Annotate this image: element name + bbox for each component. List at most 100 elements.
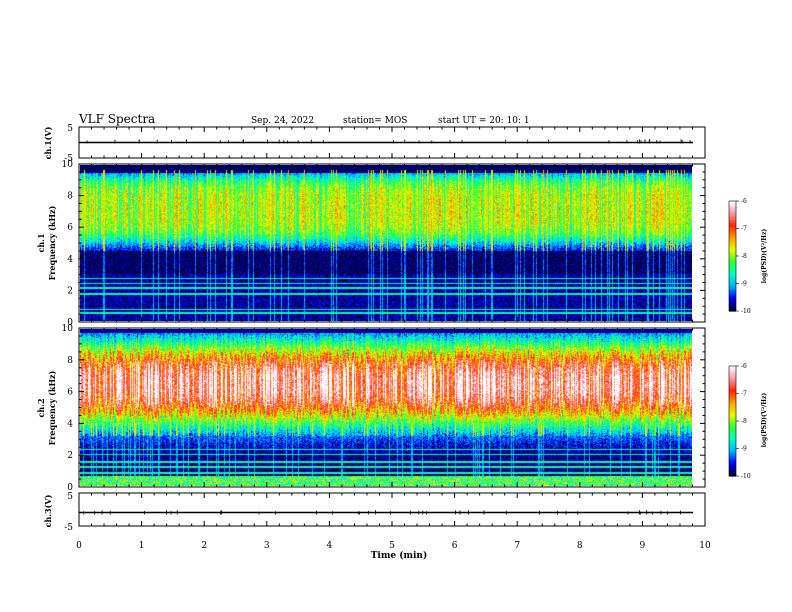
colorbar-cell xyxy=(729,243,736,246)
colorbar-cell xyxy=(729,300,736,303)
colorbar-cell xyxy=(729,411,736,415)
colorbar-cell xyxy=(729,399,736,402)
y-tick-label: 4 xyxy=(67,255,73,265)
colorbar-cell xyxy=(729,283,736,286)
y-tick-label: 10 xyxy=(62,324,74,334)
colorbar-cell xyxy=(729,219,736,222)
ch1-colorbar: -6 -7 -8 -9 -10 log(PSD)(V²/Hz) xyxy=(728,198,768,315)
colorbar-cell xyxy=(729,281,736,285)
colorbar-cell xyxy=(729,417,736,420)
ch2-spectrogram-image-wrap xyxy=(80,329,692,486)
colorbar-cell xyxy=(729,246,736,250)
colorbar-cell xyxy=(729,428,736,431)
colorbar-cell xyxy=(729,223,736,226)
ch2-colorbar-gradient xyxy=(728,365,737,477)
ch1-waveform-spikes xyxy=(86,139,691,144)
colorbar-cell xyxy=(729,461,736,464)
colorbar-cell xyxy=(729,256,736,259)
x-tick-label: 7 xyxy=(514,541,520,551)
time-axis-label: Time (min) xyxy=(371,550,428,561)
colorbar-tick-label: -10 xyxy=(741,473,751,480)
colorbar-cell xyxy=(729,366,736,369)
colorbar-cell xyxy=(729,432,736,435)
colorbar-cell xyxy=(729,235,736,239)
colorbar-cell xyxy=(729,421,736,424)
y-tick-label: 4 xyxy=(67,419,73,429)
ch2-spectrogram-image xyxy=(80,329,692,486)
colorbar-tick-label: -7 xyxy=(741,226,747,233)
ch1-waveform-panel: 5 -5 ch.1(V) xyxy=(43,124,706,164)
colorbar-cell xyxy=(729,424,736,428)
colorbar-cell xyxy=(729,252,736,255)
figure-start-time: start UT = 20: 10: 1 xyxy=(438,116,530,126)
colorbar-cell xyxy=(729,212,736,215)
colorbar-cell xyxy=(729,384,736,387)
colorbar-cell xyxy=(729,259,736,263)
time-axis-ticks: 0 1 2 3 4 5 6 7 8 9 10 xyxy=(76,127,711,551)
colorbar-cell xyxy=(729,395,736,398)
ch3-waveform-spikes xyxy=(83,510,681,515)
colorbar-cell xyxy=(729,468,736,472)
x-tick-label: 3 xyxy=(264,541,270,551)
colorbar-cell xyxy=(729,268,736,272)
colorbar-cell xyxy=(729,298,736,301)
figure-title: VLF Spectra xyxy=(78,112,155,126)
y-tick-label: 2 xyxy=(67,286,73,296)
y-tick-label: 6 xyxy=(67,388,73,398)
colorbar-cell xyxy=(729,472,736,475)
x-tick-label: 2 xyxy=(201,541,207,551)
ch2-spectrogram-ylabel-channel: ch.2 xyxy=(36,398,46,417)
colorbar-cell xyxy=(729,234,736,237)
colorbar-cell xyxy=(729,226,736,230)
colorbar-cell xyxy=(729,232,736,235)
colorbar-cell xyxy=(729,382,736,385)
colorbar-cell xyxy=(729,292,736,296)
colorbar-tick-label: -8 xyxy=(741,418,747,425)
colorbar-cell xyxy=(729,307,736,310)
colorbar-cell xyxy=(729,294,736,297)
colorbar-cell xyxy=(729,443,736,446)
ch1-colorbar-label: log(PSD)(V²/Hz) xyxy=(761,229,768,284)
x-tick-label: 8 xyxy=(577,541,583,551)
figure-date: Sep. 24, 2022 xyxy=(251,116,314,126)
y-tick-label: 0 xyxy=(67,483,73,493)
colorbar-cell xyxy=(729,377,736,380)
colorbar-tick-label: -10 xyxy=(741,308,751,315)
ch3-ytick-minus5: -5 xyxy=(64,523,73,533)
colorbar-cell xyxy=(729,276,736,279)
colorbar-cell xyxy=(729,454,736,457)
colorbar-cell xyxy=(729,373,736,376)
colorbar-tick-label: -9 xyxy=(741,446,747,453)
x-tick-label: 4 xyxy=(327,541,333,551)
colorbar-cell xyxy=(729,455,736,459)
colorbar-cell xyxy=(729,457,736,461)
colorbar-cell xyxy=(729,245,736,248)
colorbar-cell xyxy=(729,250,736,253)
colorbar-cell xyxy=(729,290,736,294)
colorbar-cell xyxy=(729,402,736,406)
colorbar-cell xyxy=(729,470,736,473)
colorbar-cell xyxy=(729,437,736,440)
colorbar-cell xyxy=(729,404,736,407)
ch1-spectrogram-image xyxy=(80,165,692,321)
colorbar-cell xyxy=(729,296,736,299)
ch3-waveform-ylabel: ch.3(V) xyxy=(43,494,53,527)
colorbar-cell xyxy=(729,230,736,233)
x-tick-label: 6 xyxy=(452,541,458,551)
colorbar-cell xyxy=(729,378,736,382)
y-tick-label: 10 xyxy=(62,160,74,170)
colorbar-cell xyxy=(729,380,736,384)
colorbar-cell xyxy=(729,426,736,429)
colorbar-cell xyxy=(729,371,736,374)
x-tick-label: 9 xyxy=(640,541,646,551)
y-tick-label: 6 xyxy=(67,223,73,233)
colorbar-cell xyxy=(729,430,736,433)
x-tick-label: 5 xyxy=(389,541,395,551)
colorbar-cell xyxy=(729,221,736,224)
ch1-ytick-minus5: -5 xyxy=(64,154,73,164)
ch2-spectrogram-ylabel: Frequency (kHz) xyxy=(47,370,57,445)
colorbar-cell xyxy=(729,270,736,274)
ch1-spectrogram-ylabel-channel: ch.1 xyxy=(36,233,46,252)
ch2-colorbar: -6 -7 -8 -9 -10 log(PSD)(V²/Hz) xyxy=(728,363,768,480)
